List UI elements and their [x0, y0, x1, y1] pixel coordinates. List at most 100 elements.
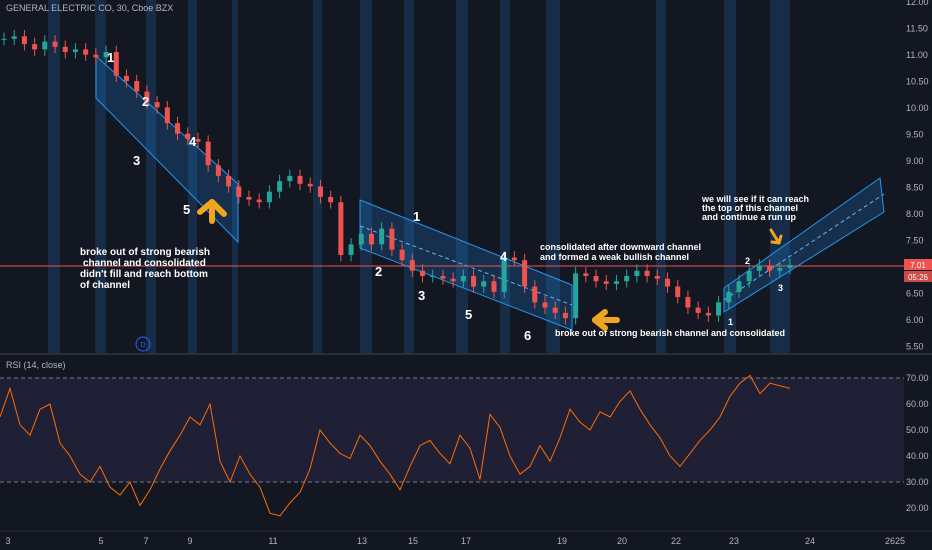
candle-body	[420, 270, 426, 276]
price-tick: 8.50	[906, 183, 924, 193]
rsi-tick: 60.00	[906, 399, 929, 409]
wave-label: 3	[133, 153, 140, 168]
last-price-label: 7.01	[910, 261, 926, 270]
note-left-line: of channel	[80, 280, 130, 291]
rsi-band-fill	[0, 378, 904, 482]
candle-body	[123, 75, 129, 82]
price-tick: 5.50	[906, 342, 924, 352]
session-band	[95, 0, 106, 354]
wave-label: 4	[500, 249, 508, 264]
symbol-title[interactable]: GENERAL ELECTRIC CO, 30, Cboe BZX	[6, 3, 173, 13]
candle-body	[113, 52, 119, 76]
rsi-tick: 30.00	[906, 477, 929, 487]
wave-label: 6	[524, 328, 531, 343]
rsi-tick: 70.00	[906, 373, 929, 383]
price-tick: 9.50	[906, 130, 924, 140]
rsi-tick: 40.00	[906, 451, 929, 461]
candle-body	[246, 196, 252, 200]
dividend-marker[interactable]	[135, 336, 151, 352]
candle-body	[777, 268, 783, 271]
candle-body	[665, 278, 671, 287]
wave-label: 3	[418, 288, 425, 303]
price-channels	[95, 54, 885, 331]
candle-body	[716, 302, 722, 316]
candle-body	[32, 44, 38, 50]
candle-body	[11, 36, 17, 39]
candle-body	[103, 52, 109, 58]
rsi-tick: 20.00	[906, 503, 929, 513]
candle-body	[430, 276, 436, 277]
note-right-line: the top of this channel	[702, 203, 798, 213]
candle-body	[562, 312, 568, 319]
candle-body	[328, 196, 334, 203]
note-left-line: channel and consolidated	[83, 258, 206, 269]
candle-body	[236, 186, 242, 197]
candle-body	[277, 181, 283, 192]
note-mid-line: consolidated after downward channel	[540, 242, 701, 252]
candle-body	[154, 102, 160, 108]
candle-body	[695, 307, 701, 313]
candle-body	[726, 291, 732, 303]
note-left-line: broke out of strong bearish	[80, 247, 210, 258]
candle-body	[287, 175, 293, 182]
time-tick: 11	[268, 536, 277, 546]
session-band	[770, 0, 790, 354]
candle-body	[481, 281, 487, 287]
arrow-icon	[769, 228, 783, 245]
arrow-icon	[197, 199, 227, 224]
candle-body	[1, 38, 7, 40]
candle-body	[705, 312, 711, 316]
session-band	[48, 0, 60, 354]
candle-body	[583, 273, 589, 276]
session-band	[188, 0, 197, 354]
session-band	[232, 0, 238, 354]
wave-label: 1	[728, 317, 733, 327]
candle-body	[471, 276, 477, 287]
time-tick: 13	[357, 536, 367, 546]
candle-body	[654, 276, 660, 279]
candle-body	[389, 228, 395, 250]
candle-body	[368, 233, 374, 245]
last-price-badge	[904, 259, 932, 270]
session-band	[404, 0, 414, 354]
wave-label: 2	[375, 264, 382, 279]
candle-body	[542, 302, 548, 308]
candle-body	[440, 276, 446, 279]
price-candles	[1, 29, 793, 325]
note-left-line: didn't fill and reach bottom	[80, 269, 208, 280]
candle-body	[685, 297, 691, 308]
rsi-tick: 50.00	[906, 425, 929, 435]
candle-body	[175, 123, 181, 134]
candle-body	[522, 260, 528, 287]
candle-body	[756, 265, 762, 271]
wave-label: 1	[413, 209, 420, 224]
candle-body	[644, 270, 650, 276]
candle-body	[226, 175, 232, 187]
candle-body	[409, 260, 415, 271]
candle-body	[215, 165, 221, 176]
candle-body	[62, 46, 68, 53]
wave-labels: 1 2 3 4 5 1 2 3 4 5 6 1 2 3	[107, 50, 783, 343]
session-band	[656, 0, 666, 354]
wave-label: 2	[142, 94, 149, 109]
candle-body	[573, 273, 579, 319]
candle-body	[134, 81, 140, 92]
rsi-axis[interactable]: 70.00 60.00 50.00 40.00 30.00 20.00	[906, 373, 929, 513]
time-tick: 22	[671, 536, 681, 546]
session-band	[500, 0, 510, 354]
candle-body	[42, 41, 48, 50]
rsi-title[interactable]: RSI (14, close)	[6, 360, 66, 370]
candle-body	[317, 186, 323, 197]
price-tick: 7.50	[906, 236, 924, 246]
candle-body	[491, 281, 497, 292]
candle-body	[787, 264, 793, 269]
candle-body	[21, 36, 27, 45]
note-mid: consolidated after downward channel and …	[540, 242, 701, 262]
arrow-icon	[592, 309, 620, 331]
candle-body	[552, 307, 558, 313]
candle-body	[624, 276, 630, 282]
rsi-line	[0, 374, 791, 517]
price-axis[interactable]: 12.00 11.50 11.00 10.50 10.00 9.50 9.00 8.50 8.0…	[906, 0, 929, 352]
